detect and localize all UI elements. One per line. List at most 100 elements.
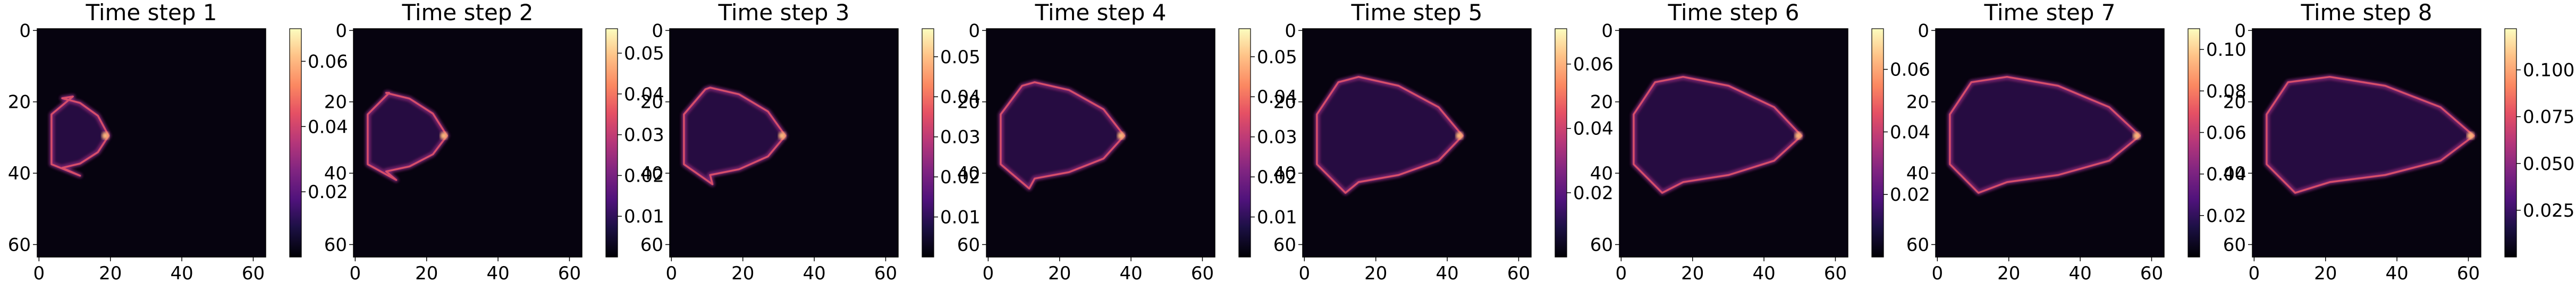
plume-tip [1794,132,1802,140]
colorbar-tick-label: 0.04 [1890,122,1930,143]
x-tick-label: 60 [2140,263,2163,284]
plume-front [1633,75,1803,194]
colorbar-tick-label: 0.01 [624,206,664,227]
x-tick-label: 40 [1435,263,1458,284]
colorbar-tick-label: 0.04 [308,116,348,138]
x-tick-label: 20 [415,263,438,284]
x-tick-label: 40 [2385,263,2408,284]
colorbar-tick-label: 0.10 [2206,39,2246,61]
x-tick-label: 40 [2068,263,2091,284]
plot-frame [986,28,1215,258]
panel-title: Time step 3 [717,0,849,25]
y-tick-label: 20 [1590,92,1613,113]
y-tick-label: 60 [957,234,980,255]
colorbar-tick-label: 0.100 [2523,60,2574,81]
colorbar-tick-label: 0.01 [940,207,981,228]
x-tick-label: 0 [666,263,678,284]
colorbar-tick-label: 0.04 [1257,87,1297,108]
y-tick-label: 20 [957,92,980,113]
x-tick-label: 60 [242,263,265,284]
colorbar-tick-label: 0.03 [940,127,981,148]
colorbar [605,28,618,258]
y-tick-label: 40 [2223,163,2246,184]
plume-tip [778,132,786,140]
panel-title: Time step 2 [401,0,533,25]
x-tick-label: 20 [731,263,754,284]
x-tick-label: 60 [558,263,581,284]
panel-title: Time step 1 [85,0,217,25]
plot-frame [1935,28,2165,258]
colorbar-tick-label: 0.04 [2206,164,2246,185]
colorbar-tick-label: 0.02 [308,182,348,203]
colorbar-tick-label: 0.05 [1257,47,1297,68]
panel-title: Time step 6 [1667,0,1799,25]
panel-title: Time step 8 [2300,0,2432,25]
colorbar-tick-label: 0.02 [1890,184,1930,206]
plume-tip [2467,132,2474,140]
colorbar-tick-label: 0.08 [2206,81,2246,102]
plume-tip [1456,132,1463,140]
plume-front [50,95,110,177]
panel-title: Time step 4 [1034,0,1166,25]
x-tick-label: 40 [1752,263,1775,284]
colorbar-tick-label: 0.050 [2523,153,2574,175]
colorbar-tick-label: 0.03 [624,125,664,146]
x-tick-label: 0 [983,263,994,284]
y-tick-label: 0 [19,20,31,41]
colorbar-tick-label: 0.02 [1257,167,1297,188]
x-tick-label: 60 [2457,263,2480,284]
y-tick-label: 60 [8,234,31,255]
y-tick-label: 40 [1906,163,1929,184]
colorbar [289,28,302,258]
x-tick-label: 0 [350,263,361,284]
y-tick-label: 40 [8,163,31,184]
panel-7: Time step 70 20 40 6002040600.020.040.060.0… [1906,0,2246,284]
colorbar-tick-label: 0.06 [2206,122,2246,143]
x-tick-label: 0 [1616,263,1627,284]
y-tick-label: 0 [968,20,980,41]
plot-frame [2252,28,2481,258]
x-tick-label: 60 [1824,263,1847,284]
colorbar-tick-label: 0.05 [940,47,981,68]
y-tick-label: 20 [8,92,31,113]
x-tick-label: 20 [2314,263,2337,284]
x-tick-label: 0 [33,263,45,284]
colorbar-tick-label: 0.075 [2523,107,2574,128]
colorbar [2188,28,2200,258]
y-tick-label: 0 [2234,20,2246,41]
x-tick-label: 40 [486,263,509,284]
x-tick-label: 20 [1997,263,2020,284]
plume-tip [1117,132,1125,140]
y-tick-label: 0 [1918,20,1929,41]
y-tick-label: 60 [640,234,663,255]
x-tick-label: 0 [1932,263,1944,284]
colorbar-tick-label: 0.03 [1257,127,1297,148]
x-tick-label: 20 [99,263,122,284]
colorbar [1555,28,1567,258]
y-tick-label: 0 [335,20,347,41]
plot-frame [1302,28,1532,258]
plot-frame [37,28,266,258]
y-tick-label: 20 [640,92,663,113]
colorbar-tick-label: 0.025 [2523,200,2574,221]
colorbar-tick-label: 0.05 [624,43,664,64]
y-tick-label: 20 [324,92,347,113]
plume-front [683,87,787,185]
colorbar-tick-label: 0.06 [1573,54,1614,75]
x-tick-label: 60 [1507,263,1530,284]
colorbar-tick-label: 0.06 [1890,59,1930,81]
y-tick-label: 40 [957,163,980,184]
plume-tip [2133,132,2141,140]
panel-title: Time step 7 [1983,0,2115,25]
y-tick-label: 20 [2223,92,2246,113]
y-tick-label: 40 [1273,163,1296,184]
colorbar-tick-label: 0.04 [940,87,981,108]
panel-4: Time step 40 20 40 6002040600.010.020.030.0… [957,0,1297,284]
panel-2: Time step 20 20 40 6002040600.010.020.030.0… [324,0,664,284]
colorbar-tick-label: 0.02 [2206,206,2246,227]
plume-front [1316,75,1464,194]
